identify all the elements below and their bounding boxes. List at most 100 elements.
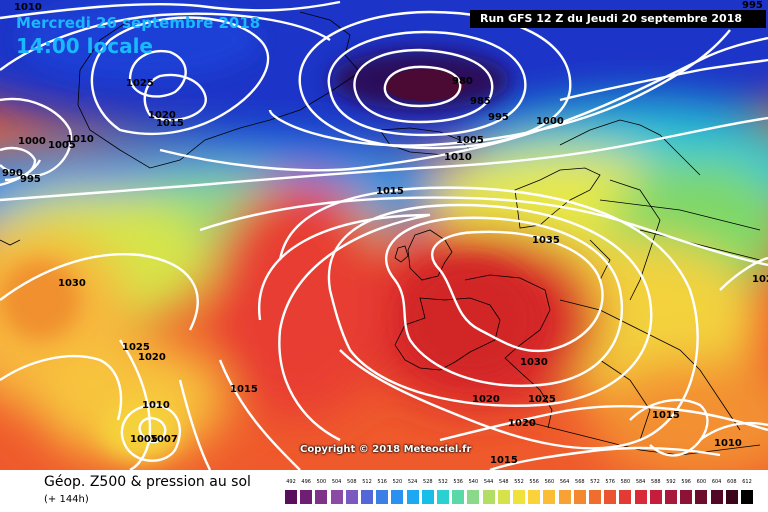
- scale-tick-label: 600: [696, 479, 707, 485]
- isobar-label: 980: [452, 76, 473, 87]
- scale-swatch: [633, 489, 648, 505]
- isobar-label: 1010: [14, 2, 42, 13]
- scale-swatch: [360, 489, 374, 505]
- isobar-label: 1020: [472, 394, 500, 405]
- map-canvas: 1010 995 1025 1020 1015 1000 1005 1010 9…: [0, 0, 768, 470]
- scale-swatch: [375, 489, 390, 505]
- geopotential-field: [0, 0, 768, 470]
- scale-swatch: [664, 489, 678, 505]
- scale-tick-label: 548: [499, 479, 509, 485]
- scale-tick-label: 536: [453, 479, 463, 485]
- scale-tick-label: 508: [347, 479, 357, 485]
- isobar-label: 1030: [58, 278, 86, 289]
- scale-tick-label: 576: [605, 479, 615, 485]
- isobar-label: 990: [2, 168, 23, 179]
- isobar-labels: 1010 995 1025 1020 1015 1000 1005 1010 9…: [2, 0, 768, 466]
- scale-tick-label: 512: [362, 479, 372, 485]
- legend-title: Géop. Z500 & pression au sol: [44, 474, 251, 490]
- isobar-label: 1020: [138, 352, 166, 363]
- scale-swatch: [451, 489, 466, 505]
- scale-tick-label: 568: [575, 479, 585, 485]
- scale-swatch: [588, 489, 602, 505]
- isobar-label: 1010: [444, 152, 472, 163]
- scale-swatch: [344, 489, 359, 505]
- isobar-label: 1015: [490, 455, 518, 466]
- isobar-label: 1030: [520, 357, 548, 368]
- scale-swatch: [314, 489, 329, 505]
- scale-tick-label: 520: [392, 479, 403, 485]
- scale-tick-label: 604: [711, 479, 722, 485]
- scale-tick-label: 516: [377, 479, 387, 485]
- isobar-label: 1035: [532, 235, 560, 246]
- scale-tick-label: 572: [590, 479, 600, 485]
- isobar-label: 985: [470, 96, 491, 107]
- scale-tick-label: 500: [316, 479, 327, 485]
- scale-swatch: [679, 489, 694, 505]
- isobar-label: 1010: [66, 134, 94, 145]
- isobar-label: 1025: [528, 394, 556, 405]
- scale-swatch: [512, 489, 526, 505]
- scale-tick-label: 556: [529, 479, 539, 485]
- scale-swatch: [329, 489, 344, 505]
- scale-tick-label: 608: [727, 479, 737, 485]
- isobar-label: 1000: [536, 116, 564, 127]
- isobar-label: 995: [488, 112, 509, 123]
- scale-tick-label: 528: [423, 479, 433, 485]
- isobar-label: 1025: [122, 342, 150, 353]
- scale-tick-label: 552: [514, 479, 524, 485]
- copyright-notice: Copyright © 2018 Meteociel.fr: [300, 444, 472, 455]
- isobar-label: 1020: [148, 110, 176, 121]
- scale-swatch: [420, 489, 435, 505]
- legend-bar: Géop. Z500 & pression au sol (+ 144h) 49…: [0, 470, 768, 512]
- scale-tick-label: 588: [651, 479, 661, 485]
- scale-tick-label: 584: [635, 479, 646, 485]
- scale-swatch: [527, 489, 542, 505]
- forecast-map: 1010 995 1025 1020 1015 1000 1005 1010 9…: [0, 0, 768, 470]
- scale-swatch: [618, 489, 633, 505]
- scale-swatch: [557, 489, 572, 505]
- scale-tick-label: 524: [407, 479, 418, 485]
- isobar-label: 995: [742, 0, 763, 11]
- scale-swatch: [284, 489, 298, 505]
- scale-swatch: [603, 489, 618, 505]
- scale-tick-label: 580: [620, 479, 631, 485]
- scale-tick-label: 544: [483, 479, 494, 485]
- scale-tick-label: 540: [468, 479, 479, 485]
- isobars: [0, 0, 768, 470]
- isobar-label: 102: [752, 274, 768, 285]
- scale-tick-label: 596: [681, 479, 691, 485]
- scale-swatch: [481, 489, 496, 505]
- color-scale: 492 496 500 504 508 512 516 520 524 528 532 536 540 5…: [284, 479, 756, 507]
- isobar-label: 1005: [130, 434, 158, 445]
- scale-tick-label: 592: [666, 479, 676, 485]
- isobar-label: 1020: [508, 418, 536, 429]
- scale-swatch: [542, 489, 557, 505]
- isobar-label: 1005: [456, 135, 484, 146]
- scale-swatch: [572, 489, 587, 505]
- scale-swatch: [648, 489, 663, 505]
- isobar-label: 1015: [652, 410, 680, 421]
- isobar-label: 1015: [156, 118, 184, 129]
- forecast-local-time: 14:00 locale: [16, 34, 153, 58]
- scale-swatch: [436, 489, 450, 505]
- isobar-label: 1007: [150, 434, 178, 445]
- isobar-label: 1015: [376, 186, 404, 197]
- scale-swatch: [740, 489, 754, 505]
- scale-tick-label: 496: [301, 479, 311, 485]
- forecast-date: Mercredi 26 septembre 2018: [16, 14, 261, 32]
- isobar-label: 995: [20, 174, 41, 185]
- scale-swatch: [466, 489, 481, 505]
- scale-tick-label: 492: [286, 479, 296, 485]
- model-run-banner: Run GFS 12 Z du Jeudi 20 septembre 2018: [470, 10, 766, 28]
- scale-swatch: [299, 489, 314, 505]
- isobar-label: 1025: [126, 78, 154, 89]
- scale-tick-label: 612: [742, 479, 752, 485]
- scale-swatch: [496, 489, 511, 505]
- scale-swatch: [405, 489, 420, 505]
- legend-subtitle: (+ 144h): [44, 494, 89, 505]
- isobar-label: 1010: [142, 400, 170, 411]
- isobar-label: 1015: [230, 384, 258, 395]
- scale-swatch: [709, 489, 724, 505]
- scale-swatch: [724, 489, 739, 505]
